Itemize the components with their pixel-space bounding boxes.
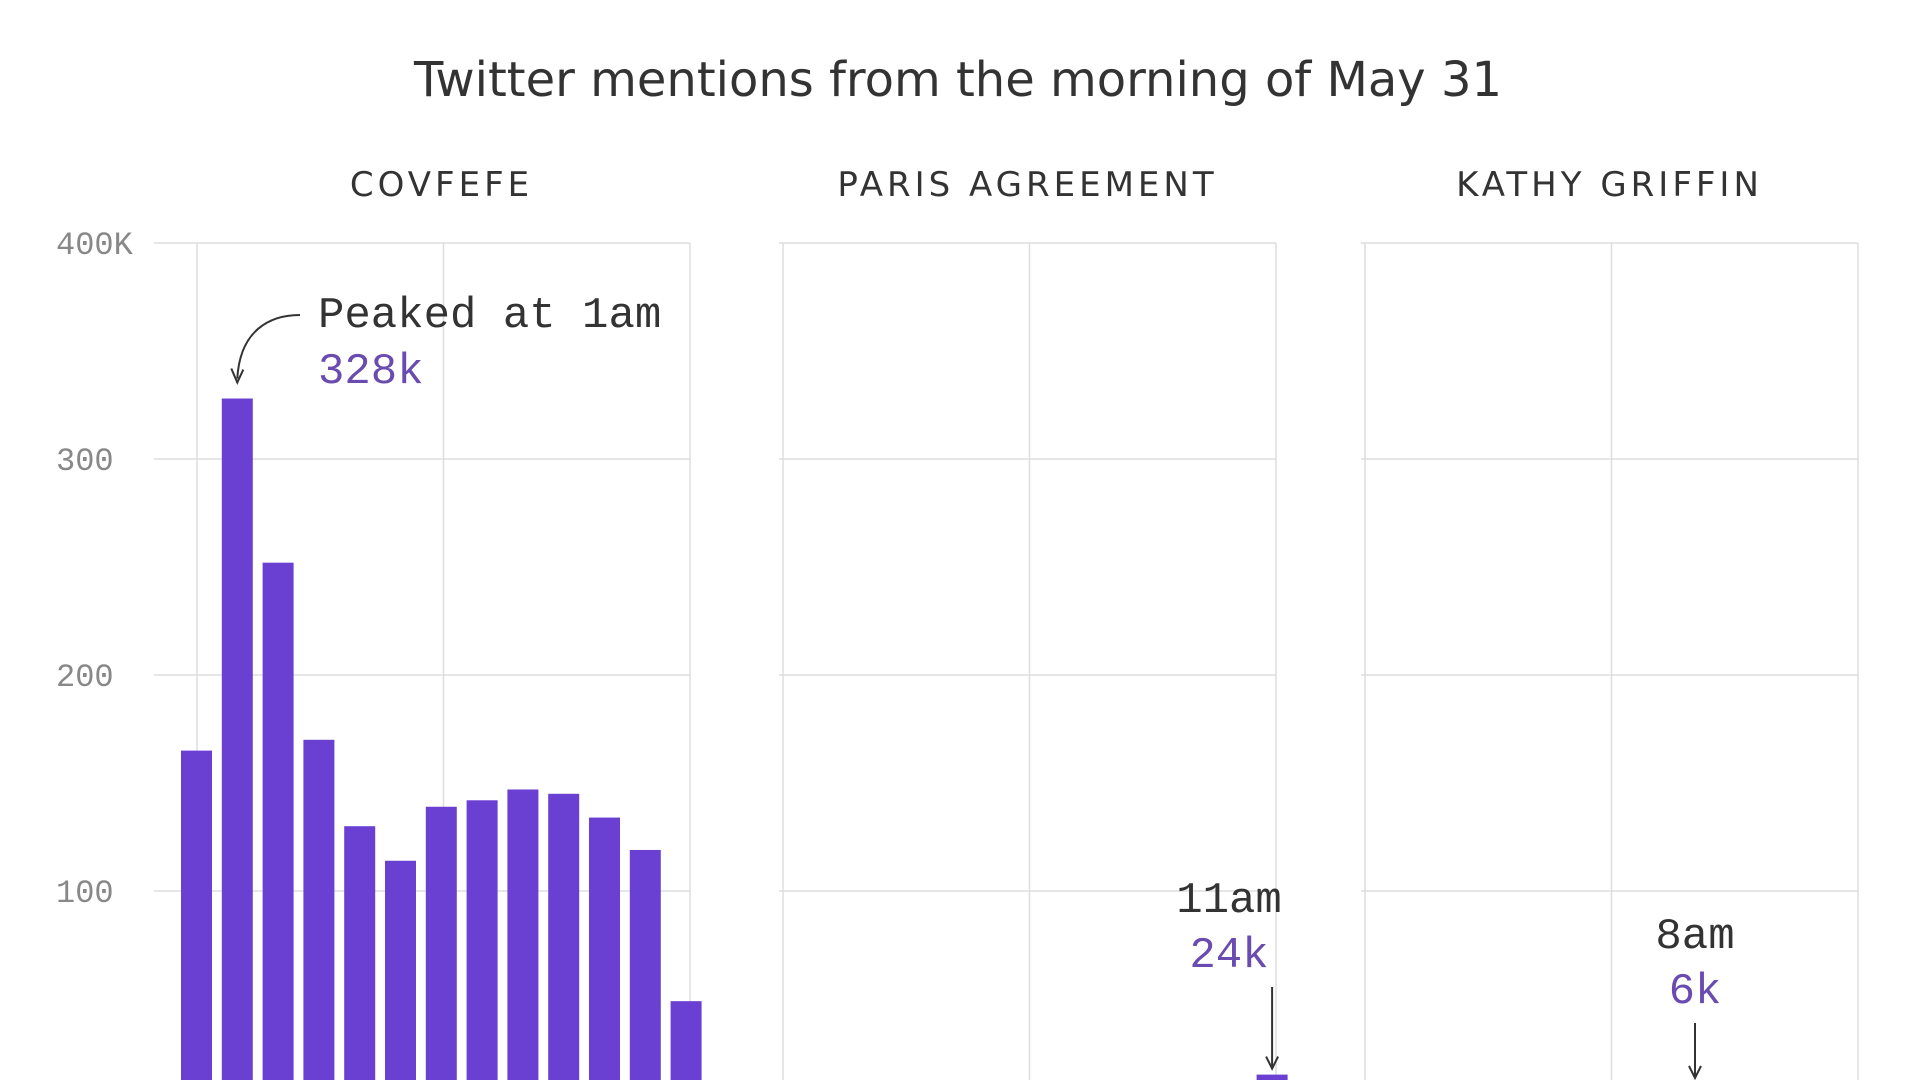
annotation-value: 328k xyxy=(318,347,424,397)
bar xyxy=(507,789,539,1080)
bar xyxy=(670,1001,702,1080)
panel-title: KATHY GRIFFIN xyxy=(1456,165,1763,205)
annotation-value: 6k xyxy=(1669,967,1722,1017)
bar xyxy=(303,739,335,1080)
panel-1: COVFEFE Peaked at 1am 328k xyxy=(154,165,702,1080)
chart-panels: 400K 300 200 100 COVFEFE Peaked at 1am 328k PAR… xyxy=(56,165,1859,1080)
bar xyxy=(589,817,620,1080)
bar xyxy=(385,860,416,1080)
bar xyxy=(425,806,457,1080)
annotation-value: 24k xyxy=(1189,931,1268,981)
annotation-arrowhead xyxy=(230,368,245,385)
chart-title: Twitter mentions from the morning of May… xyxy=(413,52,1502,108)
bar xyxy=(1256,1074,1288,1080)
annotation-arrowhead xyxy=(1688,1065,1702,1080)
panel-title: COVFEFE xyxy=(350,165,533,205)
bar xyxy=(221,398,253,1080)
bar xyxy=(629,849,661,1080)
bar xyxy=(181,750,212,1080)
bar xyxy=(262,562,294,1080)
bar xyxy=(548,793,580,1080)
annotation-label: Peaked at 1am xyxy=(318,291,661,341)
annotation-label: 11am xyxy=(1176,876,1282,926)
y-tick-label: 400K xyxy=(56,227,134,264)
bar xyxy=(466,800,498,1080)
annotation-label: 8am xyxy=(1655,912,1734,962)
y-tick-label: 100 xyxy=(56,875,114,912)
annotation-arrow xyxy=(236,314,301,379)
bar xyxy=(344,826,376,1080)
panel-title: PARIS AGREEMENT xyxy=(837,165,1217,205)
y-tick-label: 300 xyxy=(56,443,114,480)
y-tick-label: 200 xyxy=(56,659,114,696)
annotation-arrowhead xyxy=(1265,1056,1279,1071)
